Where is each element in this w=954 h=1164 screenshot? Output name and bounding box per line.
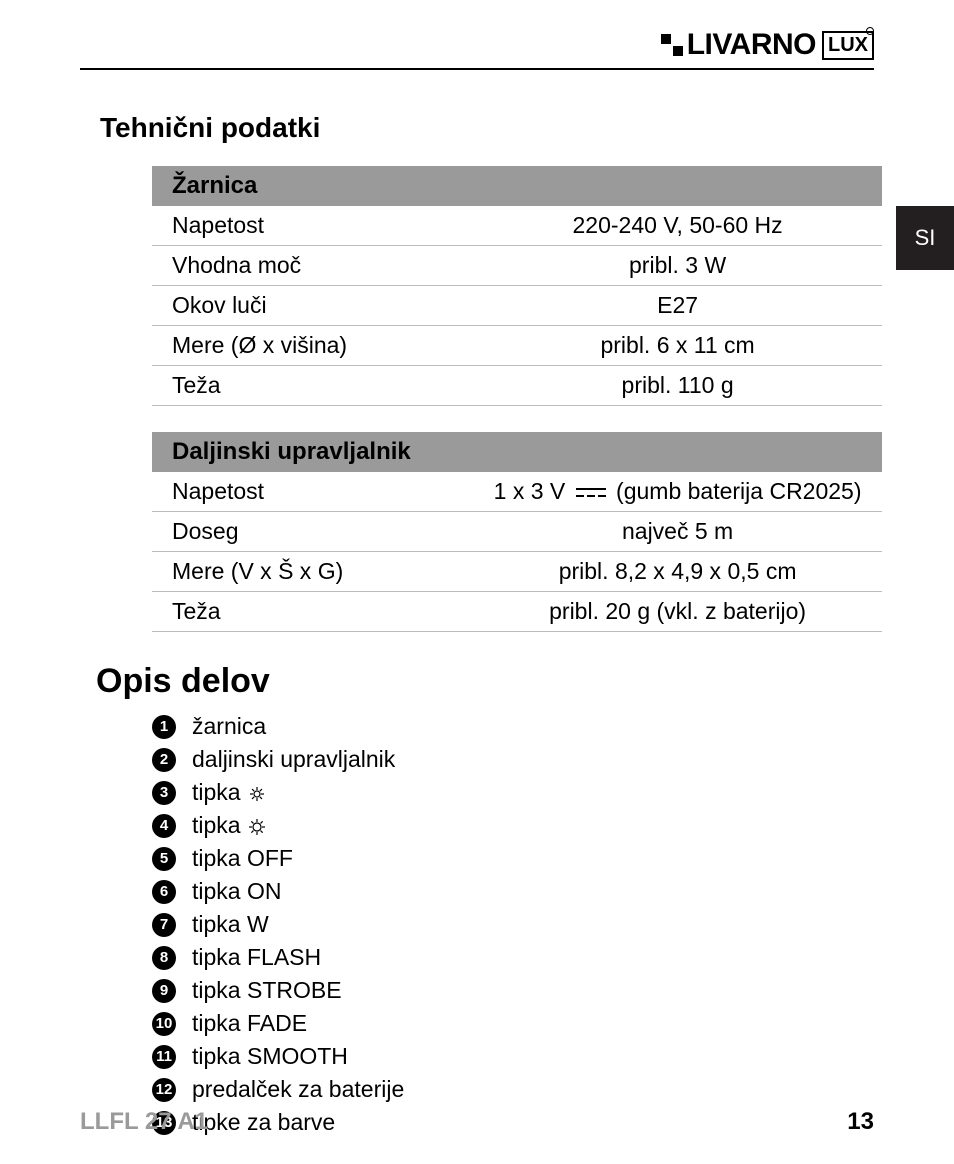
brand-logo: LIVARNO LUX bbox=[661, 28, 874, 62]
list-item: 8 tipka FLASH bbox=[152, 944, 874, 971]
item-badge: 10 bbox=[152, 1012, 176, 1036]
parts-list: 1žarnica2daljinski upravljalnik3tipka 4t… bbox=[152, 713, 874, 1136]
spec-value: pribl. 110 g bbox=[473, 366, 882, 406]
language-tab: SI bbox=[896, 206, 954, 270]
list-item: 9 tipka STROBE bbox=[152, 977, 874, 1004]
table2-body: Napetost1 x 3 V (gumb baterija CR2025)Do… bbox=[152, 472, 882, 632]
table-row: Napetost1 x 3 V (gumb baterija CR2025) bbox=[152, 472, 882, 512]
spec-value: pribl. 3 W bbox=[473, 246, 882, 286]
table-row: Vhodna močpribl. 3 W bbox=[152, 246, 882, 286]
spec-label: Teža bbox=[152, 366, 473, 406]
list-item: 2 daljinski upravljalnik bbox=[152, 746, 874, 773]
item-badge: 8 bbox=[152, 946, 176, 970]
footer-model: LLFL 27 A1 bbox=[80, 1108, 208, 1136]
item-text: tipka OFF bbox=[192, 845, 293, 872]
item-text: daljinski upravljalnik bbox=[192, 746, 395, 773]
spec-value: največ 5 m bbox=[473, 512, 882, 552]
table-row: Napetost220-240 V, 50-60 Hz bbox=[152, 206, 882, 246]
spec-value: pribl. 6 x 11 cm bbox=[473, 326, 882, 366]
item-text: tipka bbox=[192, 812, 267, 839]
footer-page: 13 bbox=[847, 1108, 874, 1136]
item-badge: 1 bbox=[152, 715, 176, 739]
main-heading: Opis delov bbox=[96, 662, 874, 701]
item-badge: 11 bbox=[152, 1045, 176, 1069]
item-badge: 12 bbox=[152, 1078, 176, 1102]
spec-table-bulb: Žarnica Napetost220-240 V, 50-60 HzVhodn… bbox=[152, 166, 882, 406]
table-row: Mere (Ø x višina)pribl. 6 x 11 cm bbox=[152, 326, 882, 366]
list-item: 5 tipka OFF bbox=[152, 845, 874, 872]
spec-label: Okov luči bbox=[152, 286, 473, 326]
brand-icon bbox=[661, 34, 683, 56]
item-text: tipka ON bbox=[192, 878, 281, 905]
item-badge: 5 bbox=[152, 847, 176, 871]
item-text: tipka FLASH bbox=[192, 944, 321, 971]
table-row: Dosegnajveč 5 m bbox=[152, 512, 882, 552]
list-item: 4 tipka bbox=[152, 812, 874, 839]
item-text: tipka SMOOTH bbox=[192, 1043, 348, 1070]
brand-suffix-text: LUX bbox=[828, 34, 868, 56]
item-badge: 3 bbox=[152, 781, 176, 805]
item-text: tipka W bbox=[192, 911, 269, 938]
item-badge: 4 bbox=[152, 814, 176, 838]
spec-label: Teža bbox=[152, 592, 473, 632]
table-row: Težapribl. 20 g (vkl. z baterijo) bbox=[152, 592, 882, 632]
item-text: tipka bbox=[192, 779, 267, 806]
spec-table-remote: Daljinski upravljalnik Napetost1 x 3 V (… bbox=[152, 432, 882, 632]
brand-name: LIVARNO bbox=[687, 28, 816, 62]
list-item: 3 tipka bbox=[152, 779, 874, 806]
spec-value: 220-240 V, 50-60 Hz bbox=[473, 206, 882, 246]
page-footer: LLFL 27 A1 13 bbox=[80, 1108, 874, 1136]
item-text: tipka FADE bbox=[192, 1010, 307, 1037]
table-row: Težapribl. 110 g bbox=[152, 366, 882, 406]
spec-label: Mere (Ø x višina) bbox=[152, 326, 473, 366]
spec-value: 1 x 3 V (gumb baterija CR2025) bbox=[473, 472, 882, 512]
table-row: Okov lučiE27 bbox=[152, 286, 882, 326]
spec-label: Napetost bbox=[152, 472, 473, 512]
ring-icon bbox=[866, 27, 874, 35]
table-header: Daljinski upravljalnik bbox=[152, 432, 882, 472]
table1-body: Napetost220-240 V, 50-60 HzVhodna močpri… bbox=[152, 206, 882, 406]
spec-value: E27 bbox=[473, 286, 882, 326]
list-item: 7 tipka W bbox=[152, 911, 874, 938]
table-row: Mere (V x Š x G)pribl. 8,2 x 4,9 x 0,5 c… bbox=[152, 552, 882, 592]
list-item: 10 tipka FADE bbox=[152, 1010, 874, 1037]
section-heading: Tehnični podatki bbox=[100, 112, 874, 144]
page-header: LIVARNO LUX bbox=[80, 28, 874, 70]
spec-label: Vhodna moč bbox=[152, 246, 473, 286]
item-text: žarnica bbox=[192, 713, 266, 740]
list-item: 11 tipka SMOOTH bbox=[152, 1043, 874, 1070]
list-item: 12 predalček za baterije bbox=[152, 1076, 874, 1103]
item-badge: 7 bbox=[152, 913, 176, 937]
spec-value: pribl. 20 g (vkl. z baterijo) bbox=[473, 592, 882, 632]
page-content: Tehnični podatki Žarnica Napetost220-240… bbox=[96, 112, 874, 1142]
item-badge: 2 bbox=[152, 748, 176, 772]
item-text: tipka STROBE bbox=[192, 977, 342, 1004]
spec-label: Napetost bbox=[152, 206, 473, 246]
spec-label: Doseg bbox=[152, 512, 473, 552]
list-item: 6 tipka ON bbox=[152, 878, 874, 905]
item-text: predalček za baterije bbox=[192, 1076, 404, 1103]
list-item: 1 žarnica bbox=[152, 713, 874, 740]
item-badge: 6 bbox=[152, 880, 176, 904]
table-header: Žarnica bbox=[152, 166, 882, 206]
item-badge: 9 bbox=[152, 979, 176, 1003]
brand-suffix: LUX bbox=[822, 31, 874, 60]
spec-value: pribl. 8,2 x 4,9 x 0,5 cm bbox=[473, 552, 882, 592]
spec-label: Mere (V x Š x G) bbox=[152, 552, 473, 592]
